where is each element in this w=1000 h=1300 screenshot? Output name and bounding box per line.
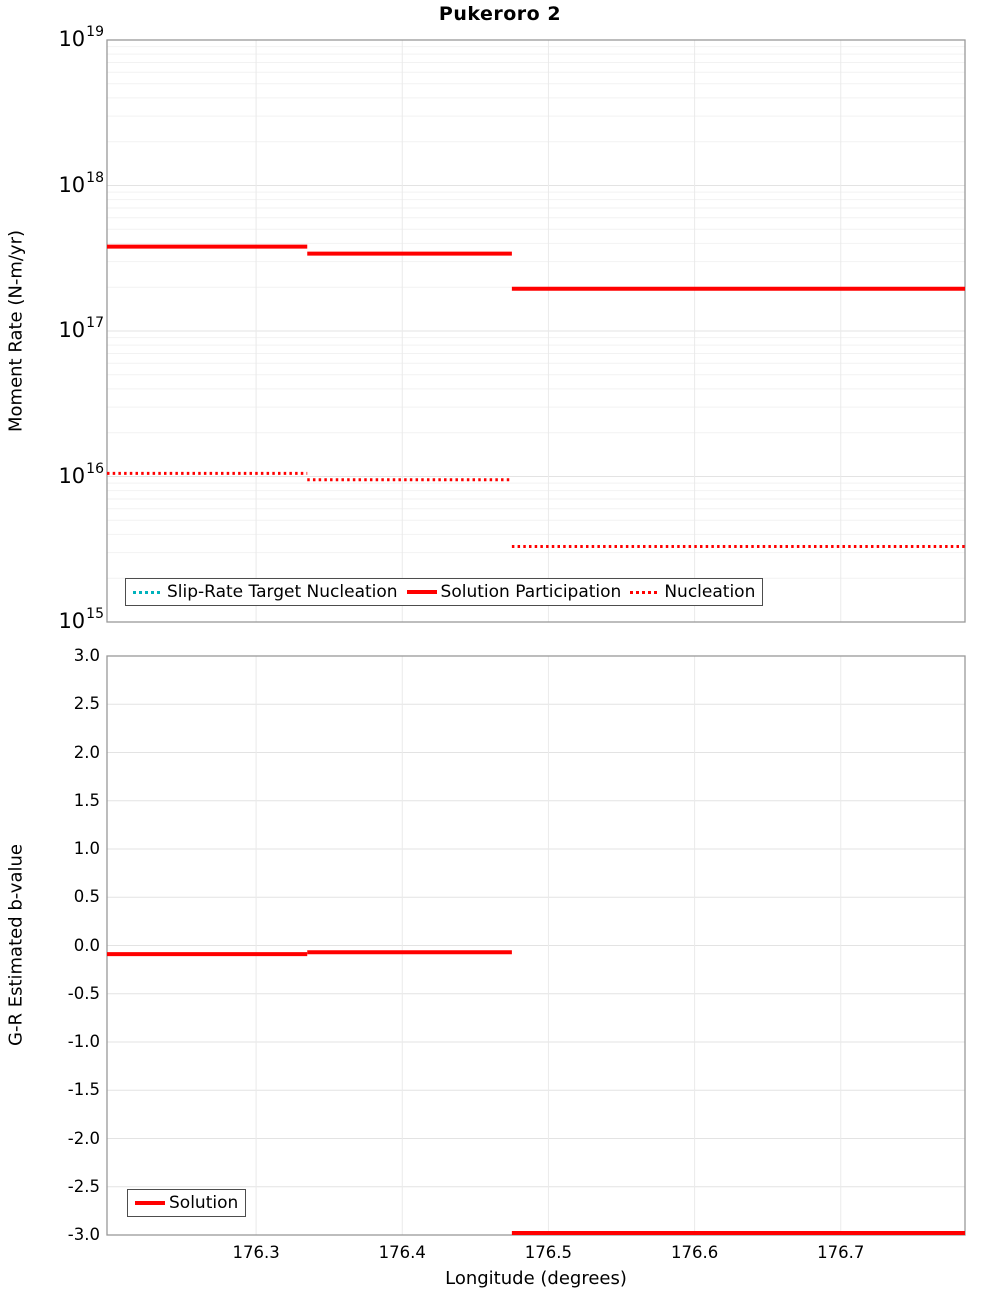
legend-item-solution-participation: Solution Participation (406, 582, 622, 602)
legend-item-nucleation: Nucleation (630, 582, 755, 602)
xtick-176.3: 176.3 (232, 1243, 280, 1262)
ytick-10e18: 1018 (58, 169, 104, 197)
legend-item-slip-rate-target-nucleation: Slip-Rate Target Nucleation (133, 582, 398, 602)
ytick--0.5: -0.5 (67, 983, 100, 1003)
solution-line-icon (135, 1201, 165, 1205)
ytick-2.5: 2.5 (73, 694, 100, 714)
ytick--3.0: -3.0 (67, 1225, 100, 1244)
ytick-2.0: 2.0 (73, 742, 100, 762)
ytick-3.0: 3.0 (73, 646, 100, 665)
ytick-10e15: 1015 (58, 606, 104, 633)
chart-title: Pukeroro 2 (438, 3, 562, 25)
legend-label: Solution (169, 1193, 239, 1213)
bvalue-axis-label: G-R Estimated b-value (5, 844, 27, 1046)
legend-item-solution: Solution (135, 1193, 238, 1213)
ytick--1.0: -1.0 (67, 1032, 100, 1051)
xtick-176.5: 176.5 (524, 1243, 573, 1262)
moment-rate-axis-label: Moment Rate (N-m/yr) (5, 230, 27, 432)
nucleation-line-icon (630, 590, 661, 594)
legend-label: Solution Participation (440, 582, 622, 602)
legend-label: Slip-Rate Target Nucleation (167, 582, 398, 602)
ytick-1.5: 1.5 (73, 790, 100, 810)
ytick--2.0: -2.0 (67, 1128, 100, 1148)
bvalue-legend: Solution (127, 1189, 247, 1217)
xtick-176.4: 176.4 (378, 1243, 426, 1262)
ytick-1.0: 1.0 (73, 839, 100, 858)
ytick-0.0: 0.0 (73, 935, 100, 955)
legend-label: Nucleation (664, 582, 756, 602)
ytick-0.5: 0.5 (73, 887, 100, 907)
moment-rate-legend: Slip-Rate Target Nucleation Solution Par… (125, 578, 764, 606)
ytick-10e19: 1019 (58, 24, 104, 51)
ytick--1.5: -1.5 (67, 1080, 100, 1100)
ytick-10e17: 1017 (58, 315, 104, 342)
ytick--2.5: -2.5 (67, 1176, 100, 1196)
xtick-176.6: 176.6 (670, 1243, 719, 1262)
solution-participation-line-icon (406, 590, 437, 594)
longitude-axis-label: Longitude (degrees) (445, 1268, 627, 1289)
slip-rate-target-nucleation-line-icon (133, 590, 163, 594)
moment-rate-plot-border (106, 39, 966, 623)
xtick-176.7: 176.7 (817, 1243, 865, 1262)
ytick-10e16: 1016 (58, 460, 104, 488)
